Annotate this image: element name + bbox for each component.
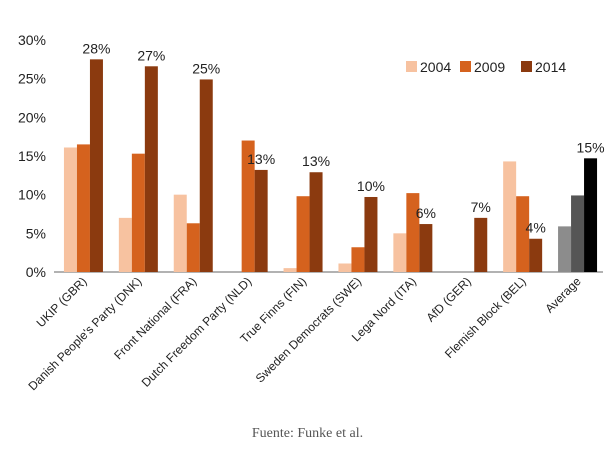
data-label: 7% (471, 199, 491, 215)
data-label: 15% (577, 139, 605, 155)
legend-swatch-2009 (460, 61, 471, 72)
bar-2014-4 (309, 172, 323, 272)
legend-label: 2014 (535, 59, 566, 75)
bar-2009-3 (241, 140, 255, 272)
bar-2014-6 (419, 224, 433, 272)
bar-2009-8 (516, 196, 530, 272)
x-category-label: Sweden Democrats (SWE) (253, 274, 364, 385)
bar-2009-4 (296, 196, 310, 272)
bar-2014-5 (364, 196, 378, 272)
bar-2009-9 (571, 195, 585, 272)
bar-2014-1 (144, 66, 158, 272)
y-tick-label: 15% (18, 148, 46, 164)
y-tick-label: 30% (18, 32, 46, 48)
bar-2014-2 (199, 79, 213, 272)
bar-2009-2 (186, 223, 200, 272)
data-label: 28% (82, 40, 110, 56)
bar-2004-8 (503, 161, 517, 272)
bars (63, 59, 598, 273)
legend-swatch-2004 (406, 61, 417, 72)
bar-2009-6 (406, 193, 420, 272)
data-label: 4% (526, 220, 546, 236)
bar-2004-5 (338, 263, 352, 272)
bar-2014-7 (474, 217, 488, 272)
x-category-label: Dutch Freedom Party (NLD) (139, 274, 255, 390)
data-labels: 28% 27% 25% 13% 13% 10% 6% 7% 4% 15% (82, 40, 604, 235)
bar-2004-0 (63, 147, 77, 272)
x-category-label: Average (542, 274, 584, 316)
bar-2014-8 (529, 238, 543, 272)
data-label: 6% (416, 205, 436, 221)
y-tick-label: 5% (26, 225, 46, 241)
bar-2004-2 (173, 194, 187, 272)
x-axis-categories: UKIP (GBR)Danish People's Party (DNK)Fro… (25, 274, 583, 393)
bar-2004-1 (118, 217, 132, 272)
data-label: 10% (357, 178, 385, 194)
y-tick-label: 10% (18, 187, 46, 203)
data-label: 25% (192, 60, 220, 76)
x-category-label: UKIP (GBR) (34, 274, 90, 330)
y-tick-label: 0% (26, 264, 46, 280)
bar-2004-9 (558, 226, 572, 272)
bar-2004-6 (393, 233, 407, 272)
bar-2009-1 (131, 153, 145, 272)
legend: 2004 2009 2014 (406, 59, 566, 75)
bar-2014-3 (254, 169, 268, 272)
x-category-label: AfD (GER) (423, 274, 473, 324)
x-category-label: Danish People's Party (DNK) (25, 274, 144, 393)
bar-2014-0 (89, 59, 103, 273)
data-label: 13% (302, 153, 330, 169)
bar-2009-5 (351, 247, 365, 272)
legend-label: 2009 (474, 59, 505, 75)
bar-2014-9 (584, 158, 598, 272)
data-label: 13% (247, 151, 275, 167)
y-tick-label: 20% (18, 109, 46, 125)
bar-2009-0 (76, 144, 90, 272)
bar-2004-4 (283, 268, 297, 272)
legend-swatch-2014 (521, 61, 532, 72)
y-tick-label: 25% (18, 71, 46, 87)
legend-label: 2004 (420, 59, 451, 75)
data-label: 27% (137, 47, 165, 63)
source-caption: Fuente: Funke et al. (251, 426, 364, 441)
